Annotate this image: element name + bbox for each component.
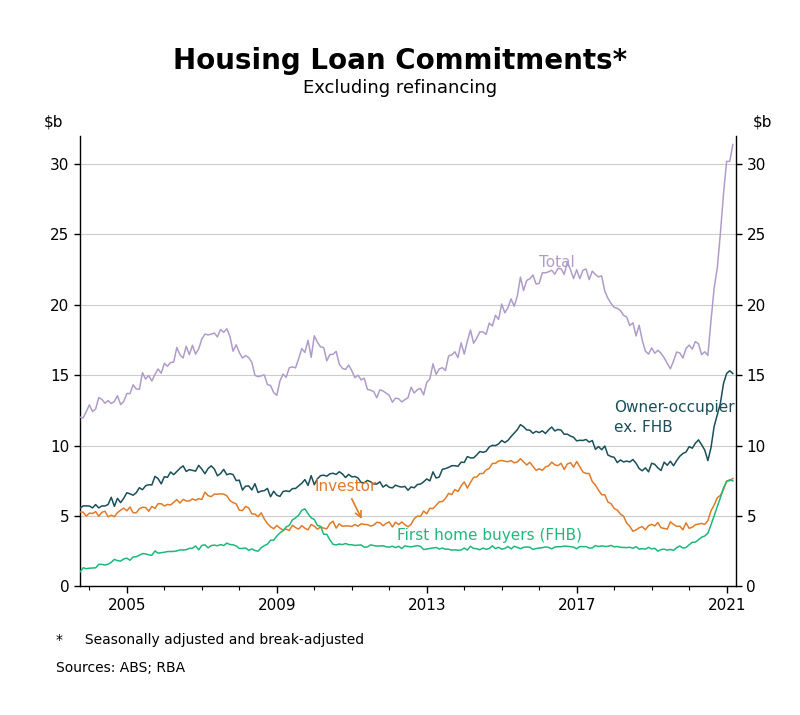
Text: $b: $b (44, 114, 63, 129)
Text: Sources: ABS; RBA: Sources: ABS; RBA (56, 661, 185, 676)
Text: Housing Loan Commitments*: Housing Loan Commitments* (173, 47, 627, 75)
Text: Excluding refinancing: Excluding refinancing (303, 79, 497, 97)
Text: *     Seasonally adjusted and break-adjusted: * Seasonally adjusted and break-adjusted (56, 633, 364, 647)
Text: Total: Total (539, 255, 575, 270)
Text: Owner-occupier
ex. FHB: Owner-occupier ex. FHB (614, 400, 734, 435)
Text: First home buyers (FHB): First home buyers (FHB) (397, 528, 582, 543)
Text: $b: $b (753, 114, 772, 129)
Text: Investor: Investor (314, 478, 377, 518)
